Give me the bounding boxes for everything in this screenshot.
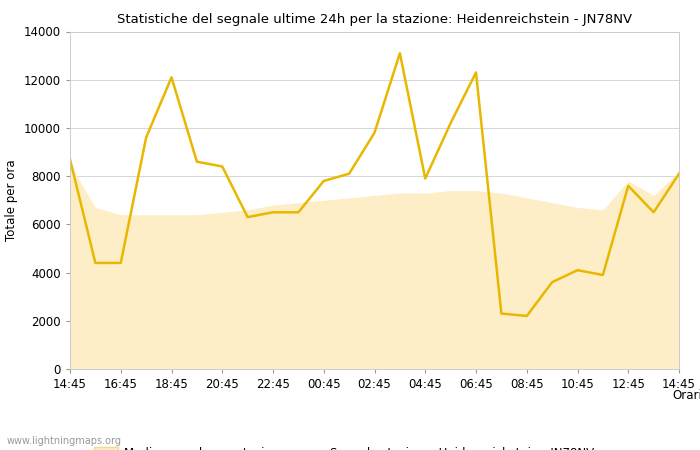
- Y-axis label: Totale per ora: Totale per ora: [6, 159, 18, 241]
- Title: Statistiche del segnale ultime 24h per la stazione: Heidenreichstein - JN78NV: Statistiche del segnale ultime 24h per l…: [117, 13, 632, 26]
- Text: www.lightningmaps.org: www.lightningmaps.org: [7, 436, 122, 446]
- X-axis label: Orario: Orario: [673, 389, 700, 402]
- Legend: Media segnale per stazione, Segnale stazione: Heidenreichstein - JN78NV: Media segnale per stazione, Segnale staz…: [90, 442, 598, 450]
